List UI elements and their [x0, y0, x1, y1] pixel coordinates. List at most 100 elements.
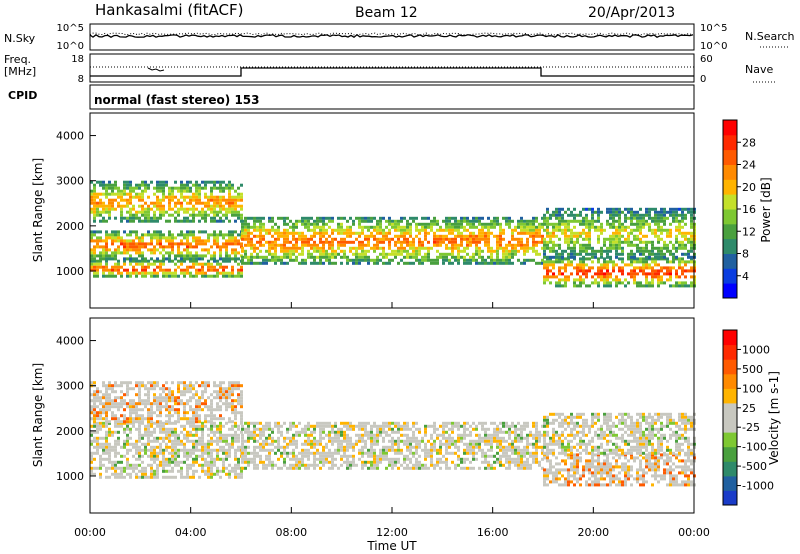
power-cells-cell-band-1	[177, 254, 180, 258]
vel-cells-cell-band-0	[108, 457, 111, 461]
vel-cells-cell-band-1	[156, 414, 159, 418]
vel-cells-cell-band-0	[201, 439, 204, 443]
vel-cells-cell-band-1	[234, 387, 237, 391]
power-cells-cell-band-0	[117, 262, 120, 266]
power-cells-cell-band-5	[642, 249, 645, 253]
power-cells-cell-band-3	[478, 261, 481, 265]
power-cells-cell-band-5	[624, 225, 627, 229]
vel-cells-cell-band-0	[156, 451, 159, 455]
vel-cells-cell-band-2	[373, 433, 376, 437]
power-cells-cell-band-4	[654, 263, 657, 267]
power-cells-cell-band-5	[672, 219, 675, 223]
power-cells-cell-band-5	[561, 252, 564, 256]
vel-cells-cell-band-0	[168, 475, 171, 479]
vel-cells-cell-band-1	[240, 390, 243, 394]
vel-cells-cell-band-0	[120, 460, 123, 464]
vel-cells-cell-band-2	[358, 421, 361, 425]
power-cells-cell-band-5	[579, 246, 582, 250]
power-cells-cell-band-3	[316, 243, 319, 247]
vel-cells-cell-band-1	[195, 390, 198, 394]
power-cells-cell-band-4	[564, 278, 567, 282]
power-cells-cell-band-0	[240, 268, 243, 272]
vel-cells-cell-band-0	[213, 439, 216, 443]
vel-cells-cell-band-2	[292, 439, 295, 443]
vel-cells-cell-band-2	[268, 454, 271, 458]
power-cells-cell-band-2	[123, 189, 126, 193]
power-cells-cell-band-2	[153, 192, 156, 196]
vel-cells-cell-band-2	[316, 421, 319, 425]
power-cells-cell-band-1	[117, 230, 120, 234]
power-cells-cell-band-5	[660, 255, 663, 259]
power-cells-cell-band-3	[337, 240, 340, 244]
power-cells-cell-band-3	[358, 255, 361, 259]
power-cells-cell-band-3	[319, 234, 322, 238]
power-cells-cell-band-1	[231, 239, 234, 243]
power-cells-cell-band-3	[394, 240, 397, 244]
power-cells-cell-band-5	[645, 249, 648, 253]
vel-cells-cell-band-2	[316, 463, 319, 467]
power-cells-cell-band-4	[684, 263, 687, 267]
vel-cells-cell-band-0	[183, 460, 186, 464]
power-cells-cell-band-2	[189, 189, 192, 193]
vel-cells-cell-band-0	[162, 475, 165, 479]
power-cells-cell-band-0	[216, 268, 219, 272]
power-cells-cell-band-2	[147, 207, 150, 211]
power-cells-cell-band-3	[466, 228, 469, 232]
power-cells-cell-band-3	[262, 255, 265, 259]
power-cells-cell-band-4	[636, 266, 639, 270]
power-cells-cell-band-5	[636, 225, 639, 229]
power-cells-cell-band-3	[424, 228, 427, 232]
power-cells-cell-band-3	[430, 258, 433, 262]
power-cells-cell-band-5	[681, 216, 684, 220]
power-cells-cell-band-3	[403, 261, 406, 265]
vel-cells-cell-band-2	[307, 454, 310, 458]
power-cells-cell-band-0	[237, 268, 240, 272]
vel-cells-cell-band-2	[259, 427, 262, 431]
power-cells-cell-band-2	[225, 216, 228, 220]
power-cells-cell-band-2	[168, 207, 171, 211]
vel-cells-cell-band-2	[490, 421, 493, 425]
power-cells-cell-band-1	[114, 248, 117, 252]
vel-cells-cell-band-1	[219, 396, 222, 400]
power-cells-cell-band-3	[262, 258, 265, 262]
power-cells-cell-band-2	[228, 189, 231, 193]
vel-cells-cell-band-2	[382, 445, 385, 449]
power-cells-cell-band-3	[532, 219, 535, 223]
vel-cells-cell-band-0	[96, 430, 99, 434]
vel-cells-cell-band-0	[189, 424, 192, 428]
vel-cells-cell-band-0	[174, 433, 177, 437]
power-cells-cell-band-3	[445, 252, 448, 256]
power-cells-cell-band-4	[591, 275, 594, 279]
vel-cells-cell-band-2	[280, 451, 283, 455]
power-cells-cell-band-2	[234, 189, 237, 193]
power-cells-cell-band-3	[418, 240, 421, 244]
power-cells-cell-band-1	[225, 257, 228, 261]
power-cells-cell-band-1	[135, 236, 138, 240]
power-cells-cell-band-1	[234, 239, 237, 243]
power-cells-cell-band-2	[102, 207, 105, 211]
power-cells-cell-band-1	[120, 236, 123, 240]
vel-cells-cell-band-1	[111, 387, 114, 391]
vel-cells-cell-band-0	[183, 424, 186, 428]
power-cells-cell-band-2	[183, 186, 186, 190]
power-cells-cell-band-3	[319, 255, 322, 259]
power-cells-cell-band-0	[207, 268, 210, 272]
power-cells-cell-band-3	[400, 249, 403, 253]
vel-cells-cell-band-2	[340, 439, 343, 443]
power-cells-cell-band-3	[391, 249, 394, 253]
vel-cells-cell-band-1	[111, 414, 114, 418]
power-cells-cell-band-1	[165, 257, 168, 261]
power-cells-cell-band-3	[394, 252, 397, 256]
vel-cells-cell-band-2	[352, 463, 355, 467]
vel-cells-cell-band-2	[319, 460, 322, 464]
vel-cells-cell-band-2	[364, 463, 367, 467]
power-cells-cell-band-3	[274, 222, 277, 226]
power-cells-cell-band-2	[198, 198, 201, 202]
vel-cells-cell-band-0	[210, 466, 213, 470]
power-cells-cell-band-5	[669, 234, 672, 238]
vel-cells-cell-band-0	[225, 442, 228, 446]
power-cells-cell-band-4	[579, 275, 582, 279]
vel-cells-cell-band-0	[231, 439, 234, 443]
power-cells-cell-band-1	[222, 236, 225, 240]
vel-cells-cell-band-2	[349, 442, 352, 446]
